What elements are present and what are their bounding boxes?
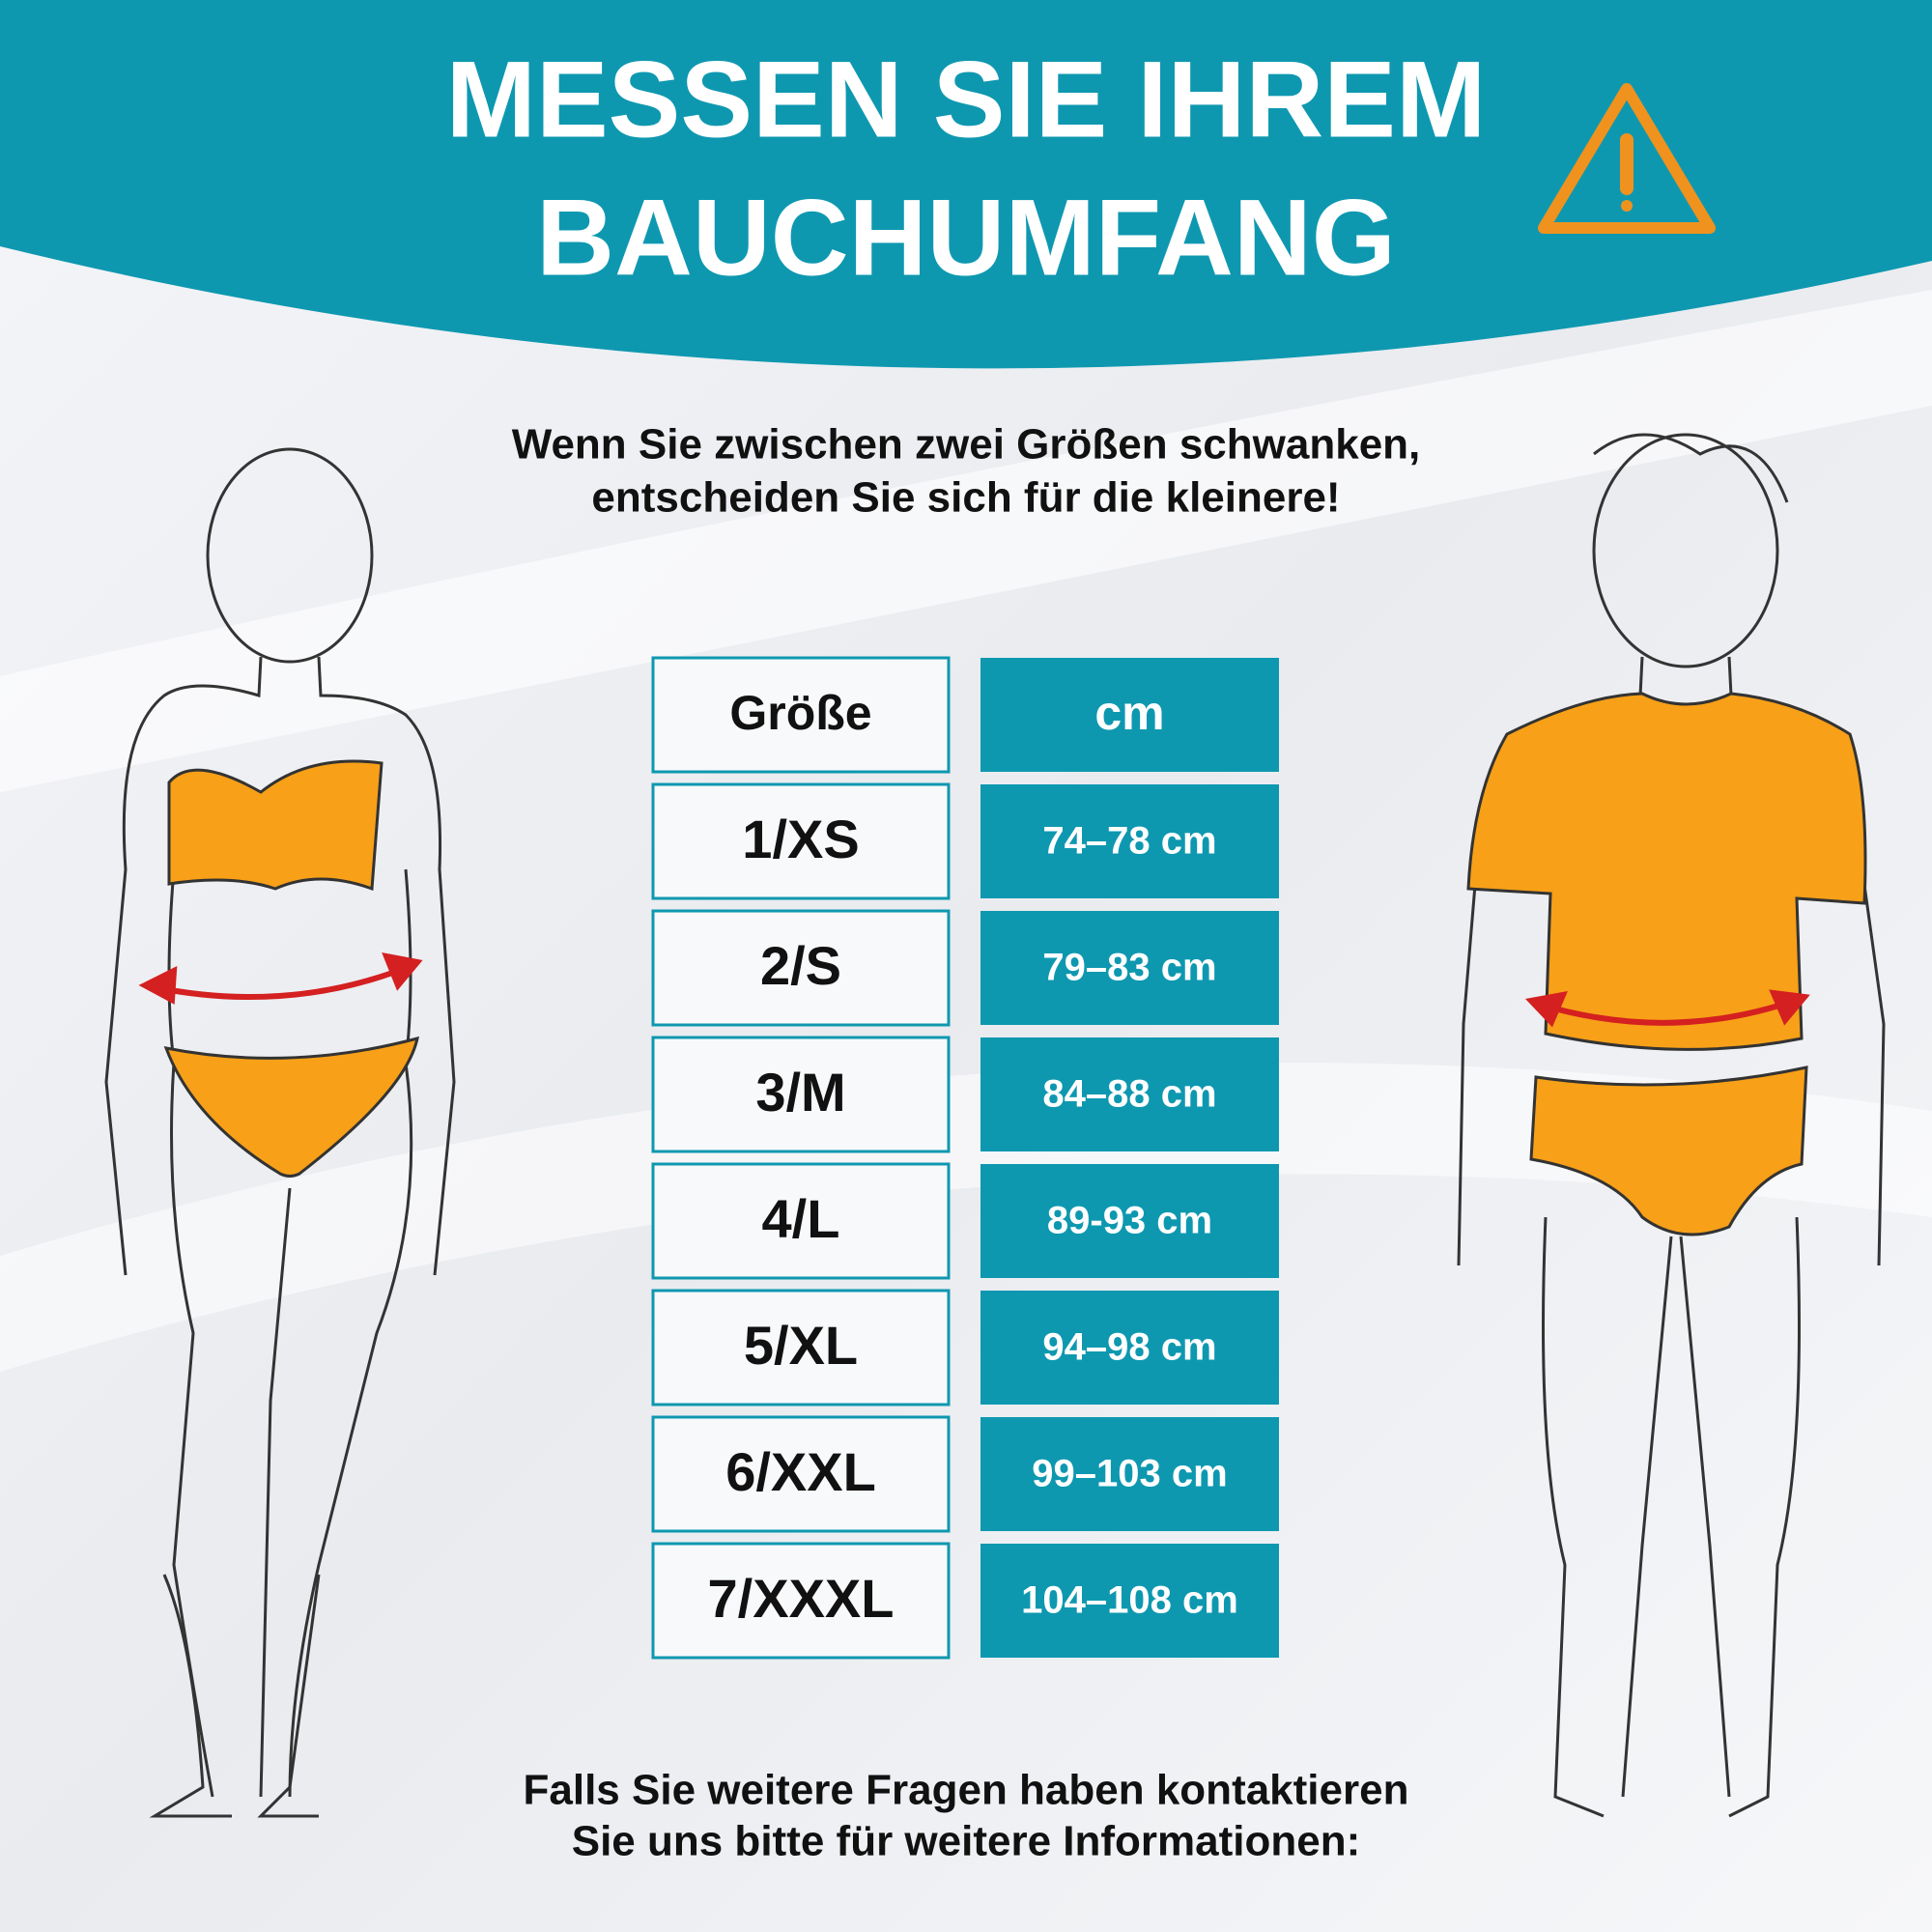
size-label: 1/XS [742,809,859,869]
swoosh [0,1063,1932,1372]
size-cell [651,1289,951,1406]
footer-line: Sie uns bitte für weitere Informationen: [572,1818,1361,1865]
cm-cell [980,1291,1279,1405]
cm-value: 74–78 cm [1042,820,1216,863]
header-band [0,0,1932,369]
size-cell [651,1415,951,1533]
size-label: 7/XXXL [708,1568,895,1629]
size-table: Größe cm 1/XS 74–78 cm 2/S 79–83 cm 3/M 84–88 c… [651,656,1279,1660]
title-line: BAUCHUMFANG [536,178,1396,298]
woman-top [167,759,384,892]
size-label: 4/L [762,1188,840,1249]
size-cell [651,909,951,1027]
woman-bottom [163,1036,419,1178]
cm-value: 89-93 cm [1047,1200,1212,1242]
footer-line: Falls Sie weitere Fragen haben kontaktie… [524,1767,1409,1814]
title-line: MESSEN SIE IHREM [446,40,1487,160]
man-figure [1457,433,1886,1818]
size-cell [651,1542,951,1660]
man-shirt [1466,692,1867,1051]
swoosh [0,290,1932,792]
cm-cell [980,911,1279,1025]
size-label: 5/XL [744,1315,858,1376]
size-label: 2/S [760,935,841,996]
woman-measure-arrow [138,952,423,1005]
cm-cell [980,1037,1279,1151]
size-cell [651,1162,951,1280]
cm-cell [980,1417,1279,1531]
cm-cell [980,658,1279,772]
subtitle-line: Wenn Sie zwischen zwei Größen schwanken, [512,421,1421,469]
column-header: Größe [729,686,871,740]
column-header: cm [1094,686,1164,740]
warning-icon [1538,83,1716,234]
size-label: 3/M [755,1062,845,1122]
man-measure-arrow [1524,989,1810,1028]
size-cell [651,656,951,774]
size-cell [651,1036,951,1153]
cm-cell [980,1164,1279,1278]
cm-value: 94–98 cm [1042,1326,1216,1369]
subtitle-line: entscheiden Sie sich für die kleinere! [591,474,1340,522]
size-label: 6/XXL [725,1441,876,1502]
cm-value: 104–108 cm [1021,1579,1238,1622]
size-cell [651,782,951,900]
man-shorts [1529,1065,1808,1236]
cm-cell [980,784,1279,898]
cm-cell [980,1544,1279,1658]
cm-value: 84–88 cm [1042,1073,1216,1116]
cm-value: 79–83 cm [1042,947,1216,989]
cm-value: 99–103 cm [1032,1453,1227,1495]
